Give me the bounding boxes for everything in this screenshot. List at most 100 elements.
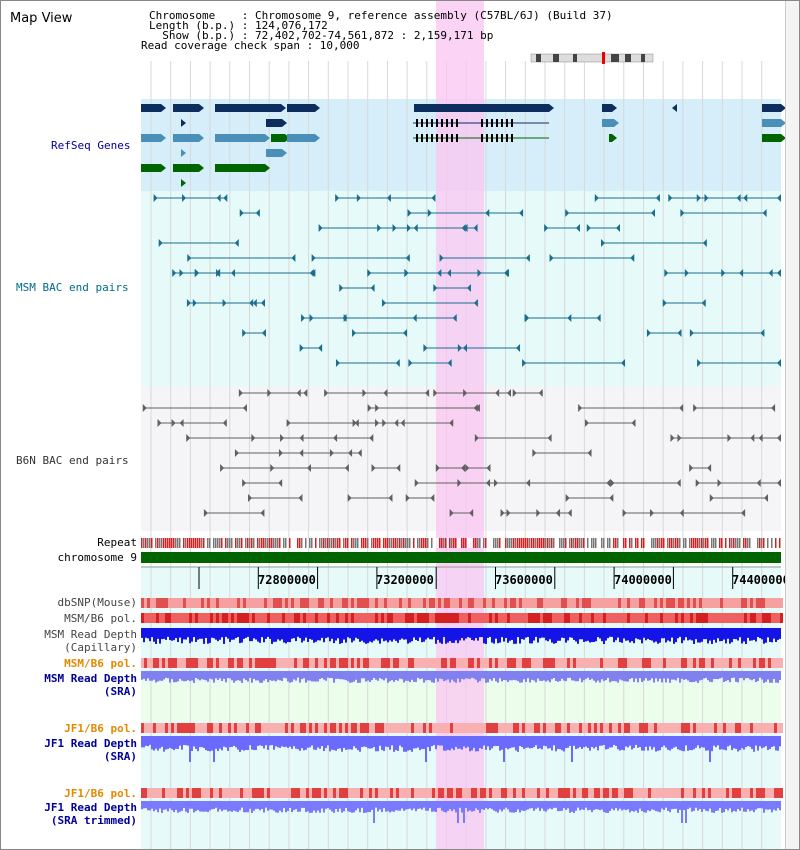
- depth-bar: [705, 671, 707, 678]
- depth-bar: [371, 671, 373, 681]
- heat-strip-cell: [573, 788, 576, 798]
- heat-strip-cell: [213, 788, 216, 798]
- depth-bar: [311, 628, 313, 640]
- depth-bar: [257, 801, 259, 809]
- heat-strip-cell: [450, 788, 453, 798]
- depth-bar: [255, 628, 257, 640]
- depth-bar: [453, 628, 455, 643]
- depth-bar: [595, 671, 597, 683]
- bac-end-marker: [249, 299, 254, 307]
- heat-strip-cell: [264, 788, 267, 798]
- depth-bar: [207, 736, 209, 751]
- depth-bar: [159, 628, 161, 644]
- bac-end-marker: [549, 254, 554, 262]
- bac-end-marker: [260, 299, 265, 307]
- repeat-bar: [551, 538, 553, 548]
- depth-bar: [273, 736, 275, 750]
- repeat-bar: [741, 538, 743, 548]
- bac-end-marker: [324, 389, 329, 397]
- heat-strip-cell: [348, 598, 351, 608]
- heat-strip-cell: [309, 658, 312, 668]
- heat-strip-cell: [360, 598, 363, 608]
- depth-bar: [307, 671, 309, 681]
- repeat-bar: [659, 538, 661, 548]
- depth-bar: [313, 801, 315, 811]
- depth-bar: [199, 736, 201, 748]
- gene-exon: [431, 119, 433, 127]
- depth-bar: [157, 628, 159, 639]
- bac-end-marker: [764, 494, 769, 502]
- heat-strip-cell: [471, 613, 474, 623]
- depth-bar: [177, 736, 179, 749]
- heat-strip-cell: [171, 658, 174, 668]
- depth-bar: [701, 628, 703, 642]
- depth-bar: [745, 801, 747, 812]
- depth-bar: [219, 801, 221, 810]
- heat-strip-cell: [147, 723, 150, 733]
- repeat-bar: [147, 538, 149, 548]
- depth-bar: [577, 671, 579, 682]
- heat-strip-cell: [438, 788, 441, 798]
- track-label-b6n-bac[interactable]: B6N BAC end pairs: [16, 454, 129, 467]
- depth-bar: [505, 628, 507, 638]
- heat-strip-cell: [162, 598, 165, 608]
- depth-bar: [575, 801, 577, 811]
- gene-arrow: [199, 134, 204, 142]
- heat-strip-cell: [624, 658, 627, 668]
- depth-bar: [173, 801, 175, 813]
- bac-end-marker: [446, 269, 451, 277]
- repeat-bar: [633, 538, 635, 548]
- heat-strip-cell: [678, 788, 681, 798]
- bac-end-marker: [182, 194, 187, 202]
- bac-end-marker: [343, 314, 348, 322]
- heat-strip-cell: [588, 723, 591, 733]
- depth-bar: [671, 736, 673, 749]
- depth-bar: [345, 736, 347, 750]
- heat-strip-cell: [726, 723, 729, 733]
- depth-bar: [445, 671, 447, 681]
- track-label-refseq[interactable]: RefSeq Genes: [51, 139, 131, 152]
- depth-bar: [751, 736, 753, 749]
- heat-strip-cell: [360, 658, 363, 668]
- heat-strip-cell: [237, 658, 240, 668]
- repeat-bar: [257, 538, 259, 548]
- depth-bar: [423, 801, 425, 808]
- bac-end-marker: [727, 434, 732, 442]
- heat-strip-cell: [378, 658, 381, 668]
- depth-bar: [183, 801, 185, 809]
- ideogram-band: [536, 54, 541, 62]
- depth-bar: [321, 628, 323, 638]
- depth-bar: [593, 801, 595, 810]
- repeat-bar: [477, 538, 479, 548]
- depth-bar: [181, 736, 183, 750]
- bac-end-marker: [504, 269, 509, 277]
- vertical-scrollbar[interactable]: [785, 1, 799, 849]
- heat-strip-cell: [408, 723, 411, 733]
- depth-bar: [625, 671, 627, 682]
- repeat-bar: [675, 538, 677, 548]
- heat-strip-cell: [501, 723, 504, 733]
- bac-end-marker: [179, 269, 184, 277]
- depth-bar: [313, 736, 315, 750]
- depth-bar: [143, 736, 145, 748]
- heat-strip-cell: [186, 613, 189, 623]
- repeat-bar: [625, 538, 627, 548]
- depth-bar: [359, 671, 361, 683]
- bac-end-marker: [234, 239, 239, 247]
- depth-bar: [721, 801, 723, 813]
- depth-bar: [629, 671, 631, 680]
- depth-bar: [591, 736, 593, 747]
- depth-bar: [299, 671, 301, 683]
- repeat-bar: [681, 538, 683, 548]
- depth-bar: [279, 801, 281, 811]
- bac-end-marker: [299, 449, 304, 457]
- gene-exon: [491, 134, 493, 142]
- heat-strip-cell: [396, 658, 399, 668]
- heat-strip-cell: [774, 723, 777, 733]
- heat-strip-cell: [753, 598, 756, 608]
- depth-bar: [423, 671, 425, 683]
- track-label-msm-bac[interactable]: MSM BAC end pairs: [16, 281, 129, 294]
- repeat-bar: [541, 538, 543, 548]
- repeat-bar: [291, 538, 293, 548]
- heat-strip-cell: [222, 658, 225, 668]
